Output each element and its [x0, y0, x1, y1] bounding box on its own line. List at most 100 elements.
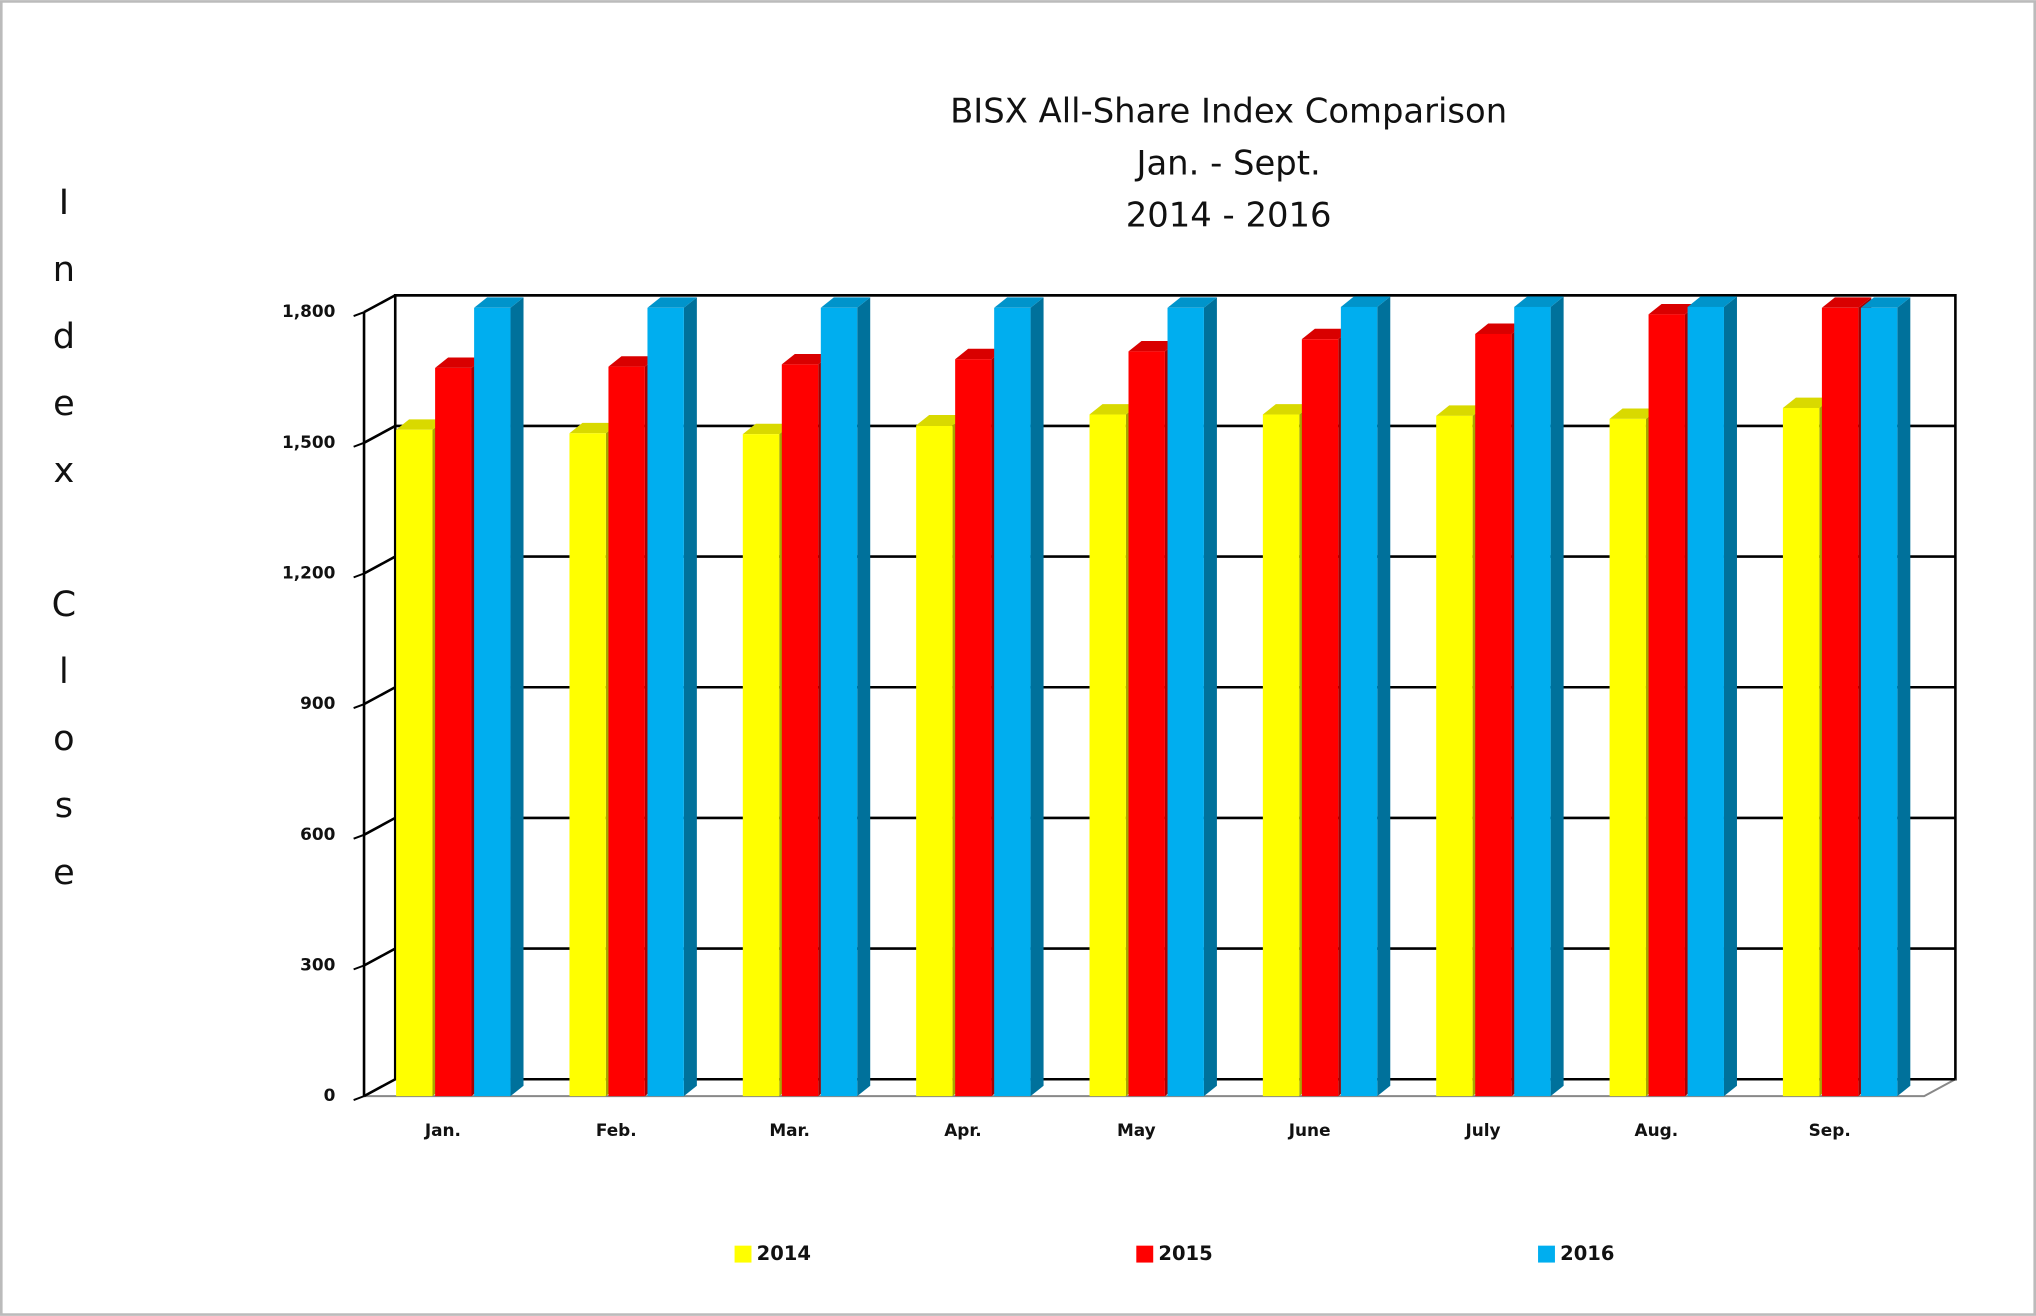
- tick-mark: [353, 441, 365, 448]
- bar: [994, 307, 1031, 1097]
- x-tick-label: July: [1464, 1120, 1500, 1140]
- legend-swatch: [1538, 1245, 1555, 1263]
- legend-label: 2014: [757, 1242, 811, 1265]
- bar: [647, 307, 684, 1097]
- bar-top: [1821, 297, 1872, 308]
- grid-line: [363, 685, 1956, 706]
- bar: [1089, 414, 1126, 1097]
- bar-top: [647, 297, 697, 308]
- x-tick-label: Mar.: [769, 1120, 810, 1140]
- x-tick-label: May: [1117, 1120, 1156, 1140]
- bar: [1436, 415, 1473, 1097]
- chart-title: BISX All-Share Index Comparison: [950, 92, 1507, 131]
- bar-top: [569, 422, 619, 434]
- bar-top: [1475, 323, 1525, 334]
- bar-top: [955, 348, 1005, 360]
- bar-side: [1897, 297, 1911, 1097]
- chart-subtitle: Jan. - Sept.: [1135, 144, 1321, 183]
- bar: [474, 307, 511, 1097]
- grid-line: [363, 1077, 1956, 1098]
- y-tick-label: 600: [300, 824, 335, 844]
- bar-top: [1167, 297, 1217, 308]
- bar: [1821, 307, 1859, 1097]
- bar-side: [1203, 297, 1217, 1097]
- bar: [916, 425, 953, 1097]
- bar: [781, 364, 819, 1097]
- bar-top: [1648, 303, 1698, 315]
- bar: [1301, 339, 1339, 1097]
- legend-label: 2015: [1158, 1242, 1212, 1265]
- grid-line: [363, 424, 1956, 444]
- bar-side: [1030, 297, 1044, 1097]
- bar-top: [994, 297, 1044, 308]
- bar-top: [1860, 297, 1911, 308]
- bar-top: [435, 357, 485, 368]
- y-tick-label: 300: [300, 954, 335, 974]
- bar-side: [510, 297, 524, 1097]
- bar-top: [608, 356, 658, 367]
- legend-swatch: [734, 1245, 752, 1263]
- x-tick-label: Feb.: [596, 1120, 637, 1140]
- y-tick-label: 0: [324, 1085, 336, 1105]
- x-tick-label: Sep.: [1809, 1120, 1851, 1140]
- bar-top: [1782, 397, 1833, 408]
- bar-top: [1262, 404, 1313, 415]
- bar: [1514, 306, 1551, 1097]
- bar-side: [1723, 296, 1737, 1097]
- bar: [1340, 306, 1378, 1097]
- grid-line: [363, 293, 1956, 314]
- bar-side: [1550, 296, 1564, 1097]
- legend-swatch: [1136, 1245, 1154, 1263]
- chart-subtitle: 2014 - 2016: [1126, 196, 1332, 235]
- y-axis-label: Index Close: [43, 182, 84, 919]
- bar: [435, 367, 472, 1097]
- bar-top: [781, 354, 832, 365]
- tick-mark: [353, 572, 365, 579]
- bar: [1609, 418, 1646, 1097]
- bar-side: [683, 297, 697, 1097]
- bar: [1860, 307, 1898, 1097]
- grid-line: [363, 816, 1956, 836]
- x-tick-label: June: [1288, 1120, 1331, 1140]
- y-tick-label: 900: [300, 693, 335, 713]
- bar-top: [1609, 408, 1659, 419]
- bar-top: [742, 423, 793, 435]
- bar-top: [916, 415, 966, 426]
- bar-top: [396, 419, 446, 430]
- tick-mark: [353, 311, 365, 317]
- x-tick-label: Aug.: [1635, 1120, 1679, 1140]
- x-tick-label: Jan.: [424, 1120, 461, 1140]
- grid-line: [363, 947, 1956, 967]
- bar-top: [1436, 405, 1486, 416]
- bar: [955, 359, 992, 1097]
- bar: [1782, 407, 1820, 1097]
- bar-top: [1687, 296, 1737, 307]
- x-tick-label: Apr.: [944, 1120, 982, 1140]
- bar-side: [857, 297, 871, 1097]
- grid-line: [363, 555, 1956, 575]
- bar-top: [1340, 296, 1391, 307]
- tick-mark: [353, 833, 365, 840]
- bar: [396, 429, 433, 1097]
- bar-top: [1301, 328, 1352, 340]
- bar-side: [1377, 296, 1391, 1097]
- y-tick-label: 1,800: [282, 301, 335, 321]
- bar: [1167, 307, 1204, 1097]
- tick-mark: [353, 703, 365, 709]
- bar-top: [820, 297, 871, 308]
- bar: [742, 434, 780, 1097]
- bar: [608, 366, 645, 1097]
- tick-mark: [353, 964, 365, 971]
- bar: [1475, 333, 1512, 1097]
- bar: [1262, 414, 1300, 1097]
- y-tick-label: 1,200: [282, 562, 335, 582]
- y-tick-label: 1,500: [282, 432, 335, 452]
- bar-top: [474, 297, 524, 308]
- bar: [1648, 314, 1685, 1097]
- bar-top: [1514, 296, 1564, 307]
- tick-mark: [353, 1095, 365, 1101]
- bar: [1687, 306, 1724, 1097]
- legend-label: 2016: [1560, 1242, 1614, 1265]
- bar-top: [1089, 404, 1139, 415]
